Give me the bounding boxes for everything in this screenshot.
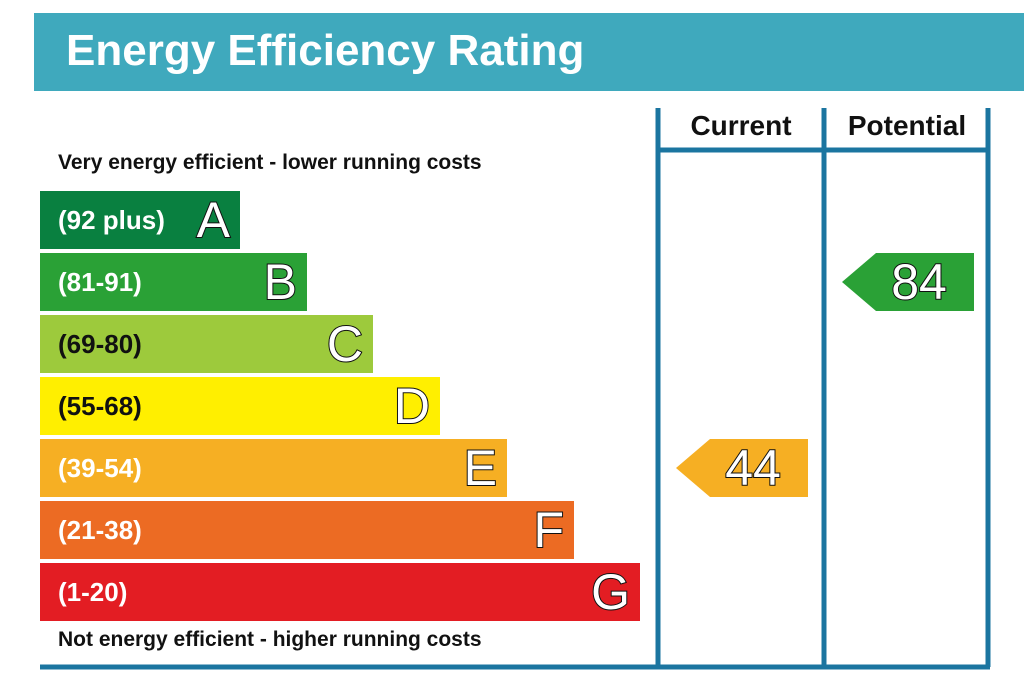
band-b-letter: B [264, 254, 297, 310]
band-b-range: (81-91) [58, 267, 142, 297]
band-d-bar [40, 377, 440, 435]
band-e-letter: E [464, 440, 497, 496]
column-header-potential: Potential [847, 110, 967, 141]
band-f-range: (21-38) [58, 515, 142, 545]
page-title: Energy Efficiency Rating [66, 26, 585, 75]
potential-rating-value: 84 [891, 254, 947, 310]
band-f-bar [40, 501, 574, 559]
band-g-letter: G [591, 564, 630, 620]
band-e-range: (39-54) [58, 453, 142, 483]
caption-very-efficient: Very energy efficient - lower running co… [58, 151, 482, 174]
band-a-range: (92 plus) [58, 205, 165, 235]
band-a-letter: A [197, 192, 231, 248]
band-c-bar [40, 315, 373, 373]
band-d-letter: D [394, 378, 430, 434]
band-g-bar [40, 563, 640, 621]
band-c-range: (69-80) [58, 329, 142, 359]
band-a-bar [40, 191, 240, 249]
band-g-range: (1-20) [58, 577, 127, 607]
band-c-letter: C [327, 316, 363, 372]
band-b-bar [40, 253, 307, 311]
current-rating-value: 44 [725, 440, 781, 496]
potential-rating-arrow [842, 253, 974, 311]
caption-not-efficient: Not energy efficient - higher running co… [58, 628, 482, 651]
band-d-range: (55-68) [58, 391, 142, 421]
current-rating-arrow [676, 439, 808, 497]
column-header-current: Current [690, 110, 792, 141]
band-f-letter: F [533, 502, 564, 558]
band-e-bar [40, 439, 507, 497]
header-bar: Energy Efficiency Rating [34, 13, 1024, 91]
